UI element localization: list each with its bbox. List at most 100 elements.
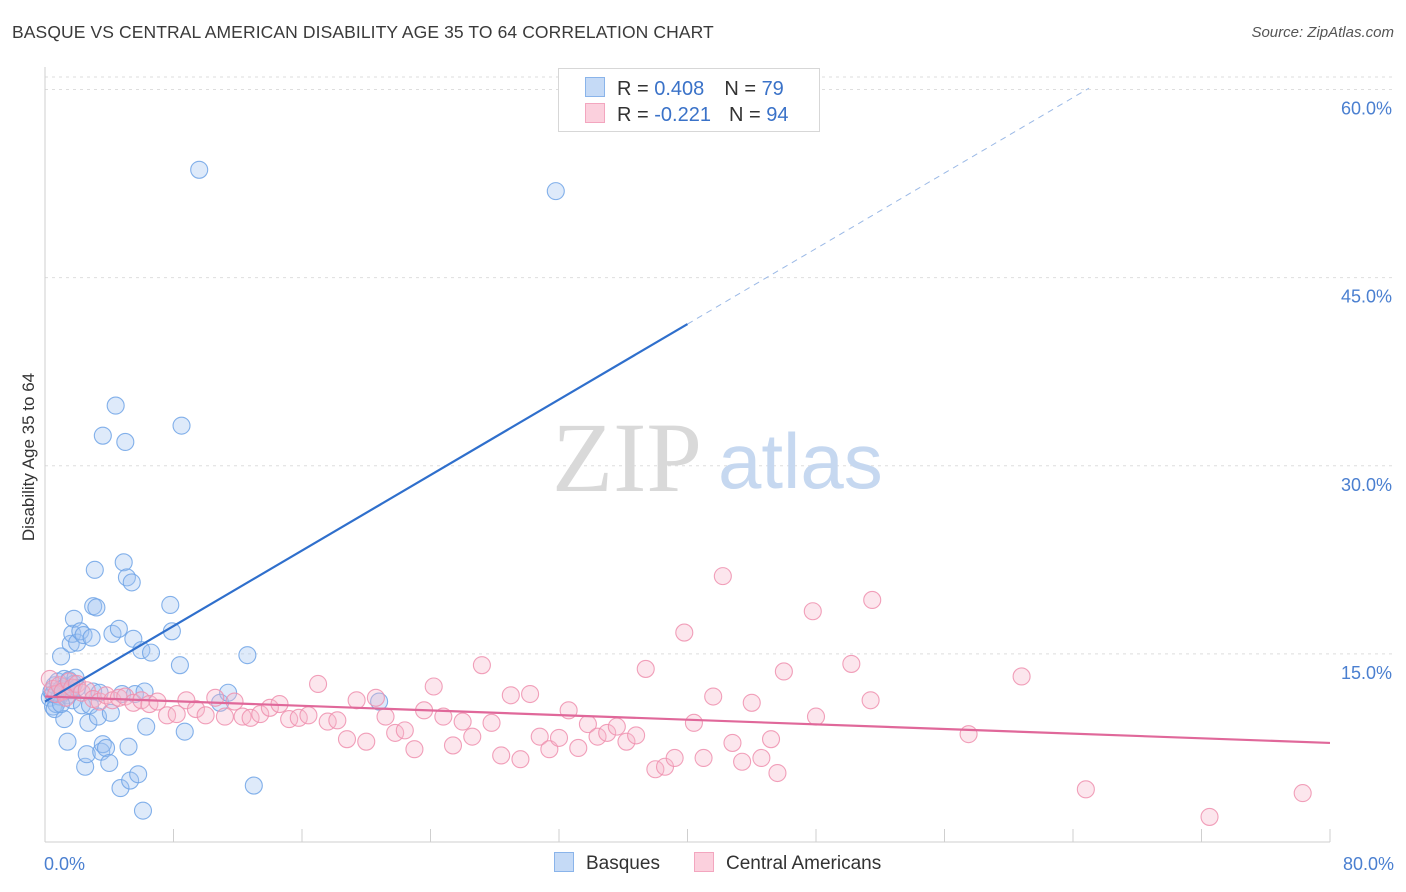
basques-swatch-icon <box>585 77 605 97</box>
data-point-1-90 <box>861 691 880 710</box>
chart-title: BASQUE VS CENTRAL AMERICAN DISABILITY AG… <box>12 22 714 42</box>
data-point-1-36 <box>299 706 318 725</box>
data-point-0-53 <box>119 737 138 756</box>
central-americans-legend-swatch-icon <box>694 852 714 872</box>
data-points <box>40 160 1312 826</box>
data-point-1-74 <box>665 748 684 768</box>
data-point-1-60 <box>530 727 549 746</box>
data-point-1-78 <box>704 687 723 706</box>
data-point-1-21 <box>158 706 177 725</box>
data-point-1-75 <box>675 623 694 642</box>
data-point-0-46 <box>106 396 125 415</box>
data-point-0-60 <box>133 801 153 820</box>
data-point-0-47 <box>109 619 128 638</box>
data-point-1-79 <box>713 567 732 586</box>
data-point-1-82 <box>742 693 761 712</box>
data-point-1-37 <box>309 674 328 694</box>
data-point-0-75 <box>93 426 112 445</box>
data-point-1-80 <box>723 733 742 752</box>
axes <box>44 67 1331 843</box>
trend-line-1 <box>44 695 1331 745</box>
data-point-1-77 <box>694 748 713 768</box>
data-point-0-36 <box>85 560 104 579</box>
data-point-1-96 <box>1293 784 1312 803</box>
data-point-1-93 <box>1012 667 1031 686</box>
data-point-1-55 <box>482 713 501 732</box>
data-point-1-31 <box>251 705 270 724</box>
y-tick-label-1: 30.0% <box>1341 475 1392 495</box>
central-americans-n-label: N = <box>728 104 767 126</box>
tick-labels: 15.0% 30.0% 45.0% 60.0% 0.0% 80.0% <box>44 99 1394 874</box>
x-tick-label-end: 80.0% <box>1343 854 1394 874</box>
data-point-0-37 <box>87 598 106 617</box>
gridlines <box>45 76 1392 655</box>
data-point-0-76 <box>172 416 191 435</box>
data-point-1-49 <box>424 677 443 696</box>
data-point-1-83 <box>752 748 771 768</box>
trend-lines <box>44 87 1331 745</box>
data-point-1-89 <box>842 654 861 673</box>
data-point-0-67 <box>175 722 194 741</box>
legend-basques: Basques <box>554 852 660 875</box>
data-point-0-55 <box>122 573 141 592</box>
data-point-0-74 <box>546 182 565 201</box>
y-tick-label-0: 15.0% <box>1341 663 1392 683</box>
data-point-1-68 <box>607 717 626 736</box>
data-point-1-54 <box>472 656 491 675</box>
stats-legend-row-central-americans: R = -0.221 N = 94 <box>585 103 788 129</box>
y-axis-label: Disability Age 35 to 64 <box>19 373 38 541</box>
data-point-0-50 <box>114 553 133 572</box>
data-point-1-88 <box>806 707 826 726</box>
data-point-1-0 <box>40 669 59 689</box>
data-point-0-62 <box>137 717 156 736</box>
data-point-0-31 <box>79 713 98 732</box>
data-point-0-19 <box>52 647 71 666</box>
y-tick-label-3: 60.0% <box>1341 99 1392 119</box>
data-point-0-52 <box>117 568 136 587</box>
data-point-1-38 <box>318 712 337 731</box>
stats-legend-row-basques: R = 0.408 N = 79 <box>585 77 784 103</box>
data-point-1-59 <box>521 684 540 704</box>
data-point-0-68 <box>190 160 209 179</box>
data-point-0-66 <box>170 656 189 675</box>
data-point-1-86 <box>774 662 793 681</box>
trend-line-0 <box>44 323 689 703</box>
series-1-points <box>40 567 1312 826</box>
data-point-1-91 <box>863 590 882 610</box>
data-point-0-25 <box>68 633 87 652</box>
basques-r-label: R = <box>617 78 655 100</box>
data-point-1-94 <box>1076 780 1095 799</box>
data-point-0-20 <box>55 710 74 729</box>
watermark-atlas: atlas <box>718 417 883 505</box>
data-point-0-64 <box>161 595 180 615</box>
central-americans-r-value: -0.221 <box>654 104 711 126</box>
central-americans-swatch-icon <box>585 103 605 123</box>
data-point-1-47 <box>405 740 424 759</box>
data-point-1-44 <box>376 707 395 726</box>
data-point-0-63 <box>141 643 161 662</box>
data-point-1-34 <box>280 710 299 729</box>
data-point-0-33 <box>82 628 101 647</box>
legend-basques-label: Basques <box>586 853 660 874</box>
data-point-0-71 <box>238 646 257 665</box>
basques-legend-swatch-icon <box>554 852 574 872</box>
data-point-1-66 <box>588 727 607 746</box>
data-point-1-64 <box>569 738 588 757</box>
data-point-1-39 <box>328 711 347 730</box>
data-point-1-95 <box>1200 807 1219 826</box>
data-point-1-81 <box>733 752 752 771</box>
data-point-1-58 <box>511 750 530 769</box>
data-point-1-30 <box>241 708 260 727</box>
data-point-0-51 <box>116 432 135 451</box>
data-point-1-27 <box>215 707 234 726</box>
data-point-0-72 <box>244 776 263 795</box>
data-point-1-15 <box>109 688 128 707</box>
legend-central-americans: Central Americans <box>694 852 881 875</box>
data-point-0-58 <box>129 765 148 784</box>
data-point-1-52 <box>453 712 472 731</box>
source-label: Source: ZipAtlas.com <box>1251 24 1394 41</box>
data-point-1-87 <box>803 602 822 621</box>
data-point-1-22 <box>167 705 186 724</box>
central-americans-r-label: R = <box>617 104 655 126</box>
